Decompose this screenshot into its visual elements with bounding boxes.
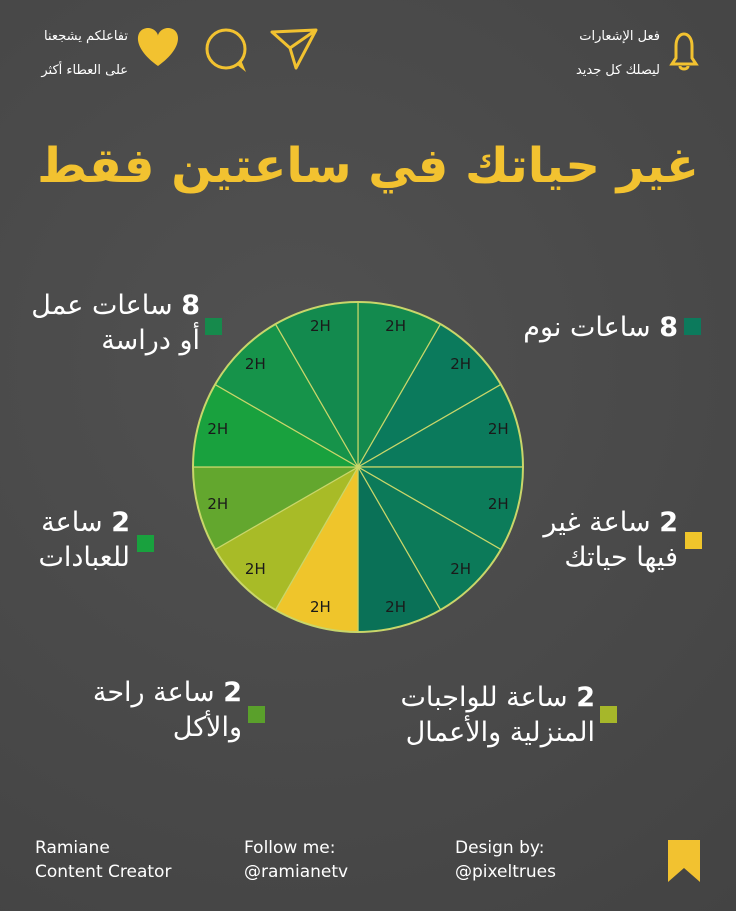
pie: 2H 2H 2H 2H 2H 2H 2H 2H 2H 2H 2H 2H [192, 301, 524, 633]
legend-swatch [205, 318, 222, 335]
legend-swatch [685, 532, 702, 549]
legend-number: 2 [659, 507, 678, 538]
text-line: فعل الإشعارات [579, 29, 660, 44]
legend-number: 8 [181, 290, 200, 321]
legend-line: 2 ساعة غير [543, 505, 678, 540]
legend-line: المنزلية والأعمال [400, 715, 595, 750]
legend-text: ساعات عمل [31, 290, 173, 321]
legend-swatch [137, 535, 154, 552]
pie-outline [192, 301, 524, 633]
legend-item: 2 ساعة غير فيها حياتك [543, 505, 678, 575]
slice-label: 2H [385, 598, 406, 616]
legend-line: 2 ساعة [38, 505, 130, 540]
slice-label: 2H [310, 317, 331, 335]
send-icon[interactable] [270, 28, 318, 70]
legend-text: فيها حياتك [564, 542, 678, 573]
legend-number: 2 [223, 677, 242, 708]
slice-label: 2H [207, 420, 228, 438]
slice-label: 2H [385, 317, 406, 335]
legend-line: أو دراسة [31, 323, 200, 358]
text-line: Design by: [455, 838, 545, 858]
slice-label: 2H [245, 355, 266, 373]
text-line[interactable]: @pixeltrues [455, 862, 556, 882]
slice-label: 2H [450, 560, 471, 578]
legend-item: 2 ساعة راحة والأكل [93, 675, 242, 745]
legend-text: ساعات نوم [523, 312, 651, 343]
legend-text: ساعة راحة [92, 677, 215, 708]
legend-item: 8 ساعات نوم [523, 310, 678, 345]
legend-line: 8 ساعات عمل [31, 288, 200, 323]
text-line: ليصلك كل جديد [575, 63, 660, 78]
legend-line: 8 ساعات نوم [523, 310, 678, 345]
legend-line: والأكل [93, 710, 242, 745]
slice-label: 2H [207, 495, 228, 513]
legend-swatch [600, 706, 617, 723]
author: Ramiane Content Creator [35, 836, 171, 884]
legend-line: فيها حياتك [543, 540, 678, 575]
comment-tail [236, 60, 246, 72]
legend-text: للعبادات [38, 542, 130, 573]
legend-line: 2 ساعة راحة [93, 675, 242, 710]
slice-label: 2H [488, 495, 509, 513]
notify-text: فعل الإشعارات ليصلك كل جديد [576, 20, 660, 88]
text-line: Ramiane [35, 838, 110, 858]
bookmark-icon[interactable] [668, 840, 700, 882]
legend-text: المنزلية والأعمال [405, 717, 595, 748]
legend-item: 8 ساعات عمل أو دراسة [31, 288, 200, 358]
text-line: على العطاء أكثر [41, 63, 128, 78]
slice-label: 2H [488, 420, 509, 438]
legend-text: ساعة غير [543, 507, 651, 538]
slice-label: 2H [245, 560, 266, 578]
legend-item: 2 ساعة للواجبات المنزلية والأعمال [400, 680, 595, 750]
comment-icon[interactable] [205, 28, 247, 70]
text-line[interactable]: @ramianetv [244, 862, 349, 882]
legend-swatch [684, 318, 701, 335]
legend-swatch [248, 706, 265, 723]
legend-number: 2 [111, 507, 130, 538]
title: غير حياتك في ساعتين فقط [37, 138, 699, 194]
heart-icon[interactable] [137, 28, 179, 66]
legend-text: أو دراسة [101, 325, 200, 356]
text-line: تفاعلكم يشجعنا [44, 29, 128, 44]
legend-number: 8 [659, 312, 678, 343]
legend-line: للعبادات [38, 540, 130, 575]
slice-label: 2H [310, 598, 331, 616]
engage-text: تفاعلكم يشجعنا على العطاء أكثر [41, 20, 128, 88]
bell-icon[interactable] [669, 32, 699, 71]
design: Design by: @pixeltrues [455, 836, 556, 884]
text-line: Content Creator [35, 862, 172, 882]
legend-text: والأكل [172, 712, 242, 743]
legend-line: 2 ساعة للواجبات [400, 680, 595, 715]
legend-text: ساعة للواجبات [400, 682, 568, 713]
text-line: Follow me: [244, 838, 336, 858]
legend-text: ساعة [41, 507, 103, 538]
legend-number: 2 [576, 682, 595, 713]
follow: Follow me: @ramianetv [244, 836, 348, 884]
legend-item: 2 ساعة للعبادات [38, 505, 130, 575]
slice-label: 2H [450, 355, 471, 373]
